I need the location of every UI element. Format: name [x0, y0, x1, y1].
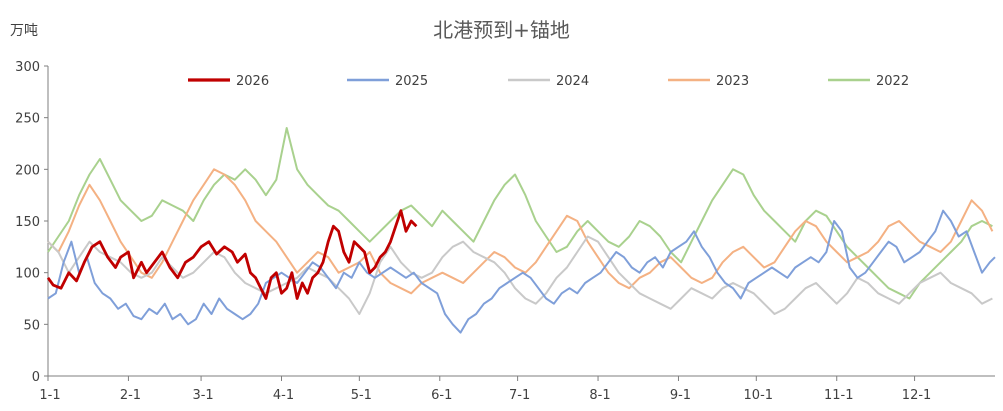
axes: 0 50 100 150 200 250 300 1-1 2-1 3-1 4-1 5-1 6-1 7-1 8… — [15, 60, 995, 403]
legend-label-2025: 2025 — [395, 74, 428, 89]
x-tick-label: 11-1 — [824, 388, 854, 403]
y-axis-unit: 万吨 — [10, 23, 38, 39]
x-tick-label: 6-1 — [431, 388, 452, 403]
x-tick-label: 7-1 — [509, 388, 530, 403]
series-line-2025 — [47, 209, 996, 334]
legend-label-2023: 2023 — [716, 74, 749, 89]
legend-label-2022: 2022 — [876, 74, 909, 89]
legend-label-2026: 2026 — [236, 74, 269, 89]
series-line-2022 — [47, 127, 993, 300]
y-tick-label: 0 — [32, 370, 40, 385]
x-tick-label: 10-1 — [744, 388, 774, 403]
y-tick-label: 200 — [15, 163, 40, 178]
y-tick-label: 250 — [15, 112, 40, 127]
series-line-2026 — [46, 209, 418, 300]
x-tick-label: 2-1 — [120, 388, 141, 403]
chart-title: 北港预到+锚地 — [433, 18, 570, 42]
y-tick-label: 300 — [15, 60, 40, 75]
series-line-2024 — [47, 235, 993, 315]
series-line-2023 — [47, 168, 994, 295]
y-tick-label: 100 — [15, 267, 40, 282]
x-tick-label: 1-1 — [39, 388, 60, 403]
legend-label-2024: 2024 — [556, 74, 589, 89]
x-tick-label: 4-1 — [273, 388, 294, 403]
y-tick-label: 50 — [23, 318, 40, 333]
legend: 2026 2025 2024 2023 2022 — [188, 74, 909, 89]
x-tick-label: 8-1 — [589, 388, 610, 403]
y-tick-label: 150 — [15, 215, 40, 230]
x-tick-label: 9-1 — [670, 388, 691, 403]
series-group — [46, 127, 996, 334]
x-tick-label: 12-1 — [902, 388, 932, 403]
x-tick-label: 3-1 — [192, 388, 213, 403]
x-tick-label: 5-1 — [351, 388, 372, 403]
